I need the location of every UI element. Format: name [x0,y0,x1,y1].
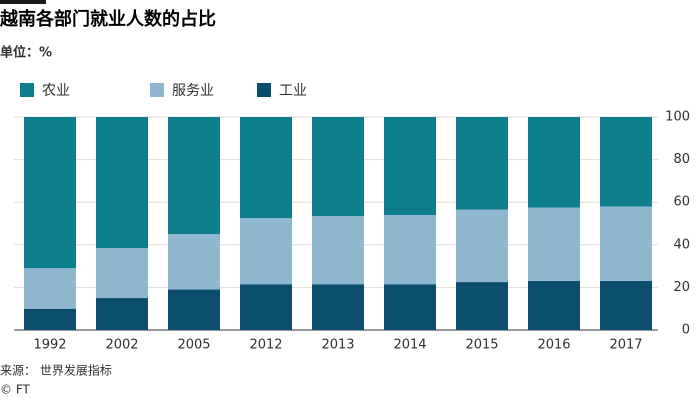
bar-segment [240,284,292,330]
bar-segment [528,207,580,282]
bar-segment [312,284,364,330]
bar-segment [384,214,436,285]
bar-segment [96,298,148,330]
bar-segment [24,268,76,309]
x-tick-label: 2015 [465,338,498,353]
legend-label: 农业 [42,83,70,99]
bar-segment [168,234,220,290]
bar-segment [456,282,508,330]
x-tick-label: 1992 [33,338,66,353]
bar-segment [240,218,292,285]
bar-segment [528,117,580,208]
x-tick-label: 2014 [393,338,426,353]
y-tick-label: 40 [673,237,690,252]
bar-segment [384,284,436,330]
y-tick-label: 80 [673,152,690,167]
legend-label: 工业 [279,83,307,99]
y-tick-label: 100 [665,110,690,125]
bar-segment [312,216,364,285]
bar-segment [312,117,364,217]
bar-segment [456,117,508,210]
legend-swatch [257,83,271,97]
x-tick-label: 2017 [609,338,642,353]
legend-swatch [20,83,34,97]
legend-swatch [150,83,164,97]
bar-segment [600,281,652,330]
bar-segment [24,308,76,330]
bar-segment [96,117,148,248]
bar-segment [384,117,436,215]
bar-segment [168,289,220,330]
bar-segment [600,117,652,207]
y-tick-label: 20 [673,280,690,295]
y-tick-label: 0 [682,323,690,338]
x-tick-label: 2013 [321,338,354,353]
bar-segment [456,209,508,283]
bar-segment [600,206,652,282]
chart-subtitle: 单位：% [0,45,52,61]
legend-label: 服务业 [172,83,214,99]
bar-segment [96,247,148,299]
x-tick-label: 2016 [537,338,570,353]
bar-segment [240,117,292,219]
x-tick-label: 2005 [177,338,210,353]
source: 来源： 世界发展指标 [0,363,112,378]
x-tick-label: 2012 [249,338,282,353]
x-tick-label: 2002 [105,338,138,353]
bar-segment [24,117,76,269]
bar-segment [528,281,580,330]
y-tick-label: 60 [673,195,690,210]
credit: © FT [0,383,31,397]
title-accent [0,0,46,4]
chart-title: 越南各部门就业人数的占比 [0,8,216,30]
bar-segment [168,117,220,235]
